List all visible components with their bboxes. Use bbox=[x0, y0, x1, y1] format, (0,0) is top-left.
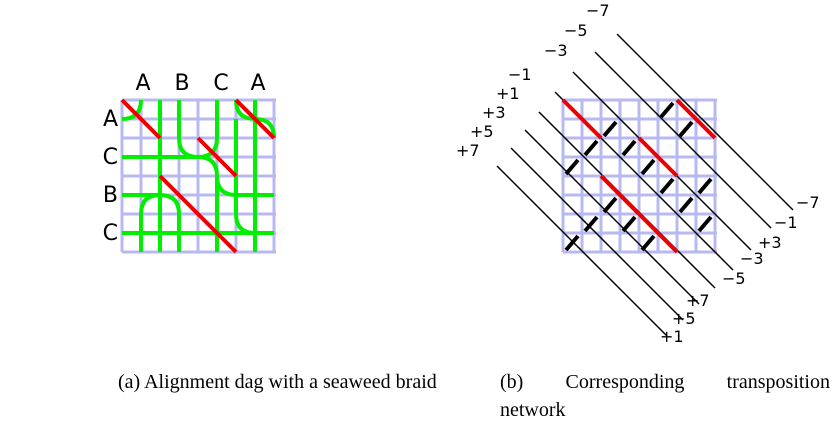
column-label: B bbox=[174, 71, 189, 96]
comparators bbox=[564, 101, 713, 252]
top-wire-label: −1 bbox=[508, 65, 532, 84]
caption-b-line2: network bbox=[500, 399, 566, 421]
row-label: C bbox=[103, 221, 118, 246]
top-wire-label: −5 bbox=[564, 21, 588, 40]
top-wire-label: +3 bbox=[482, 103, 506, 122]
top-wire-label: +1 bbox=[496, 84, 520, 103]
row-label: B bbox=[103, 183, 118, 208]
row-label: A bbox=[103, 107, 118, 132]
column-label: C bbox=[213, 71, 228, 96]
caption-b-word: (b) bbox=[500, 371, 524, 393]
match-edges bbox=[120, 98, 276, 254]
bottom-wire-label: +1 bbox=[660, 327, 684, 346]
bottom-wire-label: −5 bbox=[722, 269, 746, 288]
caption-b: (b) Corresponding transposition network bbox=[500, 368, 830, 424]
bottom-wire-label: −3 bbox=[740, 249, 764, 268]
caption-b-line1: (b) Corresponding transposition bbox=[500, 368, 830, 396]
bottom-wire-label: +3 bbox=[758, 233, 782, 252]
row-label: C bbox=[103, 145, 118, 170]
match-edges-b bbox=[561, 98, 717, 254]
caption-b-word: Corresponding bbox=[565, 371, 685, 393]
bottom-wire-label: +5 bbox=[672, 309, 696, 328]
top-wire-label: −3 bbox=[544, 41, 568, 60]
transposition-network: +7 +5 +3 +1 −1 −3 −5 −7 +1 +5 +7 −5 −3 +… bbox=[456, 1, 820, 346]
caption-a: (a) Alignment dag with a seaweed braid bbox=[118, 371, 437, 393]
bottom-wire-label: +7 bbox=[686, 291, 710, 310]
caption-b-word: transposition bbox=[726, 371, 830, 393]
wires bbox=[496, 33, 794, 337]
top-wire-label: −7 bbox=[586, 1, 610, 20]
bottom-wire-label: −1 bbox=[774, 213, 798, 232]
column-label: A bbox=[250, 71, 265, 96]
alignment-dag: A B C A A C B C bbox=[103, 71, 276, 254]
column-label: A bbox=[135, 71, 150, 96]
bottom-wire-label: −7 bbox=[796, 193, 820, 212]
seaweed-braid bbox=[121, 99, 276, 252]
top-wire-label: +7 bbox=[456, 141, 480, 160]
top-wire-label: +5 bbox=[470, 122, 494, 141]
